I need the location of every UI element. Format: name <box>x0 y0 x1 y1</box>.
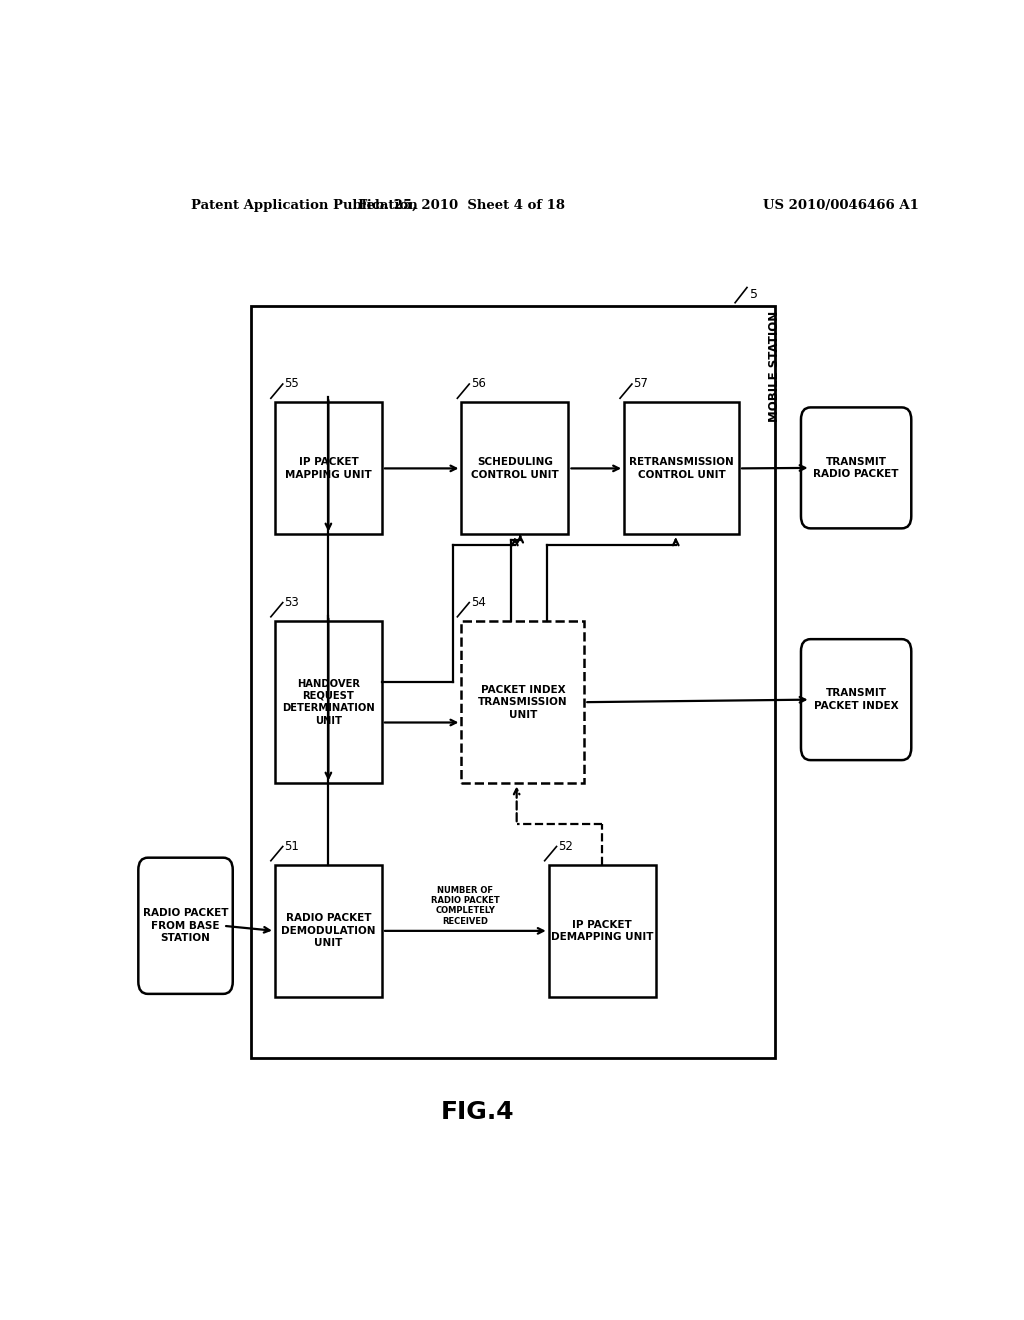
Bar <box>274 403 382 535</box>
Bar <box>274 865 382 997</box>
Text: TRANSMIT
RADIO PACKET: TRANSMIT RADIO PACKET <box>813 457 899 479</box>
Text: NUMBER OF
RADIO PACKET
COMPLETELY
RECEIVED: NUMBER OF RADIO PACKET COMPLETELY RECEIV… <box>431 886 500 925</box>
Text: FIG.4: FIG.4 <box>440 1100 514 1123</box>
Text: 56: 56 <box>471 378 485 391</box>
Text: HANDOVER
REQUEST
DETERMINATION
UNIT: HANDOVER REQUEST DETERMINATION UNIT <box>282 678 375 726</box>
Text: 55: 55 <box>285 378 299 391</box>
Text: IP PACKET
MAPPING UNIT: IP PACKET MAPPING UNIT <box>285 457 372 479</box>
FancyBboxPatch shape <box>801 408 911 528</box>
Text: 5: 5 <box>751 288 758 301</box>
FancyBboxPatch shape <box>138 858 232 994</box>
Text: Patent Application Publication: Patent Application Publication <box>191 199 418 213</box>
Bar <box>624 403 739 535</box>
Text: PACKET INDEX
TRANSMISSION
UNIT: PACKET INDEX TRANSMISSION UNIT <box>478 685 567 719</box>
Text: 53: 53 <box>285 595 299 609</box>
Text: US 2010/0046466 A1: US 2010/0046466 A1 <box>763 199 919 213</box>
Text: 57: 57 <box>634 378 648 391</box>
Bar <box>274 620 382 784</box>
Text: 54: 54 <box>471 595 485 609</box>
Text: RADIO PACKET
DEMODULATION
UNIT: RADIO PACKET DEMODULATION UNIT <box>282 913 376 948</box>
Bar <box>461 403 568 535</box>
Text: TRANSMIT
PACKET INDEX: TRANSMIT PACKET INDEX <box>814 689 898 711</box>
Text: RADIO PACKET
FROM BASE
STATION: RADIO PACKET FROM BASE STATION <box>142 908 228 944</box>
Text: MOBILE STATION: MOBILE STATION <box>768 312 781 422</box>
Bar <box>549 865 655 997</box>
Text: IP PACKET
DEMAPPING UNIT: IP PACKET DEMAPPING UNIT <box>551 920 653 942</box>
Bar <box>461 620 585 784</box>
Text: Feb. 25, 2010  Sheet 4 of 18: Feb. 25, 2010 Sheet 4 of 18 <box>357 199 565 213</box>
FancyBboxPatch shape <box>801 639 911 760</box>
Text: SCHEDULING
CONTROL UNIT: SCHEDULING CONTROL UNIT <box>471 457 559 479</box>
Text: RETRANSMISSION
CONTROL UNIT: RETRANSMISSION CONTROL UNIT <box>629 457 734 479</box>
Text: 52: 52 <box>558 840 573 853</box>
Text: 51: 51 <box>285 840 299 853</box>
Bar <box>251 306 775 1057</box>
